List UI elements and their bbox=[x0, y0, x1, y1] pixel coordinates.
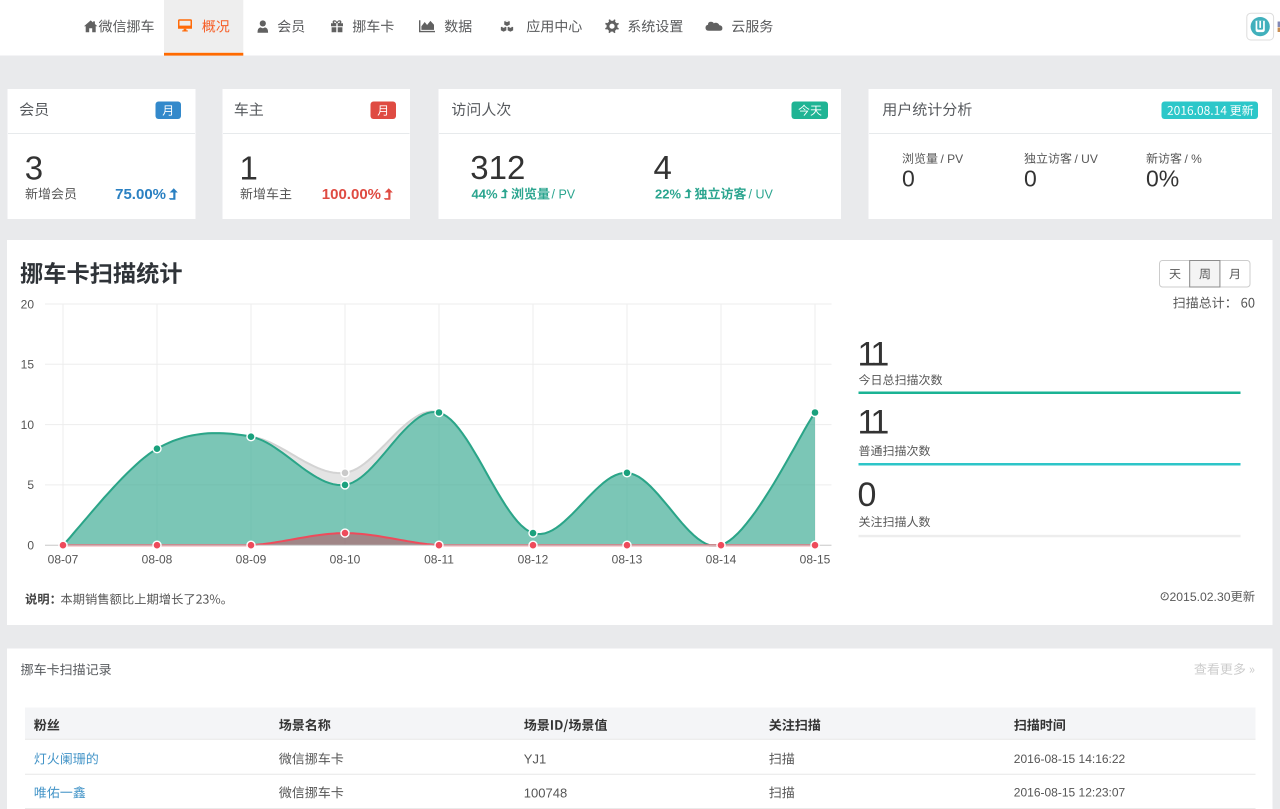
svg-text:/ UV: / UV bbox=[1075, 152, 1098, 166]
svg-text:4: 4 bbox=[654, 149, 672, 186]
svg-text:08-11: 08-11 bbox=[424, 552, 454, 566]
svg-text:0%: 0% bbox=[1146, 166, 1179, 192]
svg-text:75.00%: 75.00% bbox=[115, 186, 166, 203]
svg-text:100.00%: 100.00% bbox=[322, 186, 381, 203]
svg-text:11: 11 bbox=[858, 404, 889, 442]
svg-text:10: 10 bbox=[21, 418, 35, 432]
svg-text:/ PV: / PV bbox=[941, 152, 964, 166]
svg-text:08-07: 08-07 bbox=[48, 552, 79, 566]
svg-text:44%: 44% bbox=[472, 187, 498, 202]
svg-text:3: 3 bbox=[25, 150, 43, 187]
svg-text:08-14: 08-14 bbox=[706, 552, 737, 566]
svg-text:11: 11 bbox=[858, 335, 889, 373]
svg-text:0: 0 bbox=[858, 476, 877, 514]
svg-text:20: 20 bbox=[21, 297, 35, 311]
svg-text:2016-08-15 12:23:07: 2016-08-15 12:23:07 bbox=[1014, 786, 1126, 800]
svg-text:100748: 100748 bbox=[524, 785, 567, 800]
svg-text:08-10: 08-10 bbox=[330, 552, 361, 566]
svg-text:0: 0 bbox=[1024, 166, 1037, 192]
svg-text:312: 312 bbox=[470, 149, 525, 186]
svg-text:22%: 22% bbox=[655, 187, 681, 202]
svg-text:5: 5 bbox=[27, 478, 34, 492]
svg-text:YJ1: YJ1 bbox=[524, 752, 546, 767]
svg-text:0: 0 bbox=[902, 166, 915, 192]
svg-text:/ UV: / UV bbox=[749, 188, 774, 202]
svg-text:1: 1 bbox=[240, 150, 258, 187]
svg-text:/ PV: / PV bbox=[552, 188, 576, 202]
svg-text:/ %: / % bbox=[1185, 152, 1203, 166]
svg-text:08-13: 08-13 bbox=[612, 552, 643, 566]
svg-text:2016-08-15 14:16:22: 2016-08-15 14:16:22 bbox=[1014, 752, 1126, 766]
svg-text:08-15: 08-15 bbox=[800, 552, 831, 566]
svg-text:15: 15 bbox=[21, 358, 35, 372]
svg-text:08-08: 08-08 bbox=[142, 552, 173, 566]
svg-text:08-12: 08-12 bbox=[518, 552, 549, 566]
svg-text:2015.02.30: 2015.02.30 bbox=[1170, 590, 1231, 604]
svg-text:08-09: 08-09 bbox=[236, 552, 267, 566]
svg-text:0: 0 bbox=[27, 539, 34, 553]
